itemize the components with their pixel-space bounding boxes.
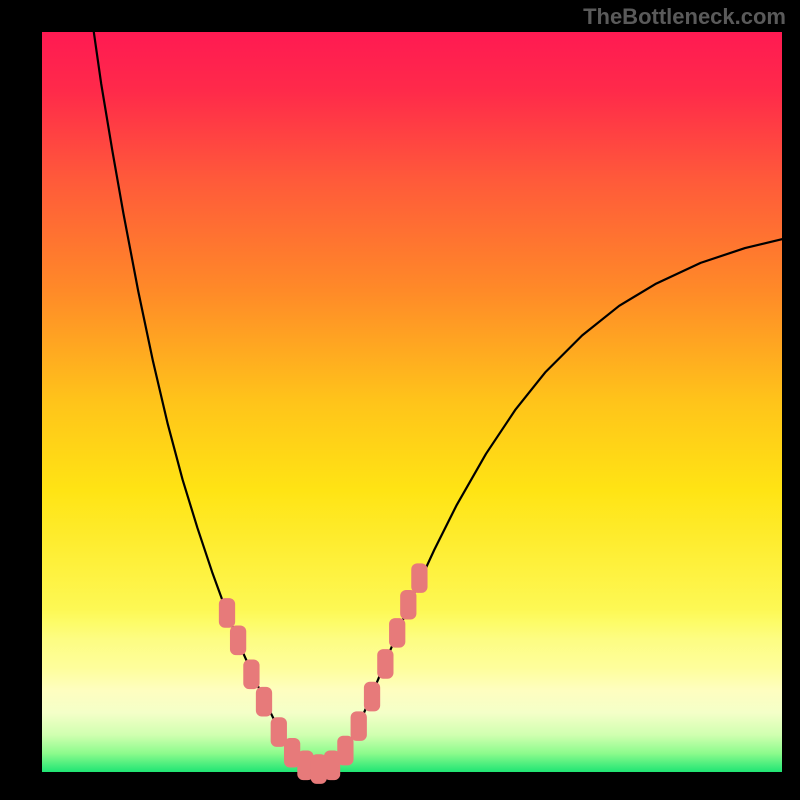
curve-marker xyxy=(219,598,235,628)
curve-marker xyxy=(243,660,259,690)
chart-stage: TheBottleneck.com xyxy=(0,0,800,800)
curve-marker xyxy=(411,563,427,593)
curve-marker xyxy=(230,625,246,655)
curve-marker xyxy=(351,711,367,741)
curve-marker xyxy=(337,736,353,766)
curve-marker xyxy=(364,682,380,712)
curve-marker xyxy=(389,618,405,648)
curve-marker xyxy=(256,687,272,717)
plot-svg xyxy=(0,0,800,800)
plot-background xyxy=(42,32,782,772)
curve-marker xyxy=(377,649,393,679)
curve-marker xyxy=(400,590,416,620)
